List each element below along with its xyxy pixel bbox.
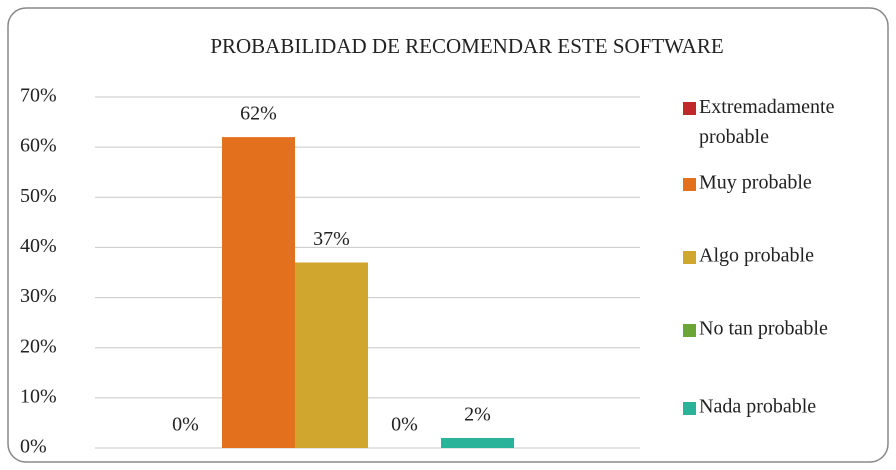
legend-label: Muy probable bbox=[699, 172, 812, 194]
legend-swatch bbox=[683, 324, 696, 337]
legend-label: No tan probable bbox=[699, 318, 828, 340]
y-tick-label: 70% bbox=[20, 85, 57, 107]
data-label: 2% bbox=[464, 404, 491, 426]
y-tick-label: 30% bbox=[20, 285, 57, 307]
legend-swatch bbox=[683, 102, 696, 115]
legend-label: Extremadamente probable bbox=[699, 96, 840, 148]
legend-label: Nada probable bbox=[699, 396, 816, 418]
bar bbox=[295, 262, 368, 448]
legend-swatch bbox=[683, 251, 696, 264]
legend-label: Algo probable bbox=[699, 245, 814, 267]
chart-frame bbox=[7, 7, 889, 463]
legend-swatch bbox=[683, 178, 696, 191]
y-tick-label: 10% bbox=[20, 385, 57, 407]
bar bbox=[441, 437, 514, 448]
bar bbox=[222, 137, 295, 448]
chart-title: PROBABILIDAD DE RECOMENDAR ESTE SOFTWARE bbox=[210, 34, 723, 58]
y-tick-label: 20% bbox=[20, 335, 57, 357]
legend-swatch bbox=[683, 402, 696, 415]
data-label: 37% bbox=[313, 228, 350, 250]
data-label: 62% bbox=[240, 103, 277, 125]
y-tick-label: 0% bbox=[20, 436, 47, 458]
y-tick-label: 40% bbox=[20, 235, 57, 257]
y-tick-label: 60% bbox=[20, 135, 57, 157]
data-label: 0% bbox=[391, 414, 418, 436]
data-label: 0% bbox=[172, 414, 199, 436]
y-tick-label: 50% bbox=[20, 185, 57, 207]
